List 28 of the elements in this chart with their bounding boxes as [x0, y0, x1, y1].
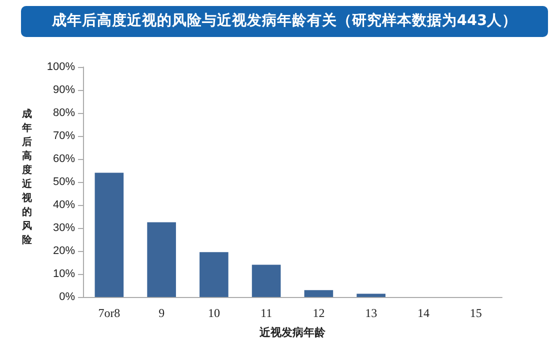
chart-title: 成年后高度近视的风险与近视发病年龄有关（研究样本数据为443人） — [21, 6, 548, 37]
y-tick-label: 10% — [52, 268, 76, 280]
x-tick-label: 15 — [470, 306, 482, 320]
x-tick-label: 9 — [158, 306, 165, 320]
x-tick-label: 12 — [312, 306, 325, 320]
x-tick-label: 7or8 — [98, 306, 120, 320]
bar — [147, 222, 176, 297]
y-tick-label: 30% — [52, 222, 76, 234]
y-tick-label: 20% — [52, 245, 76, 257]
y-tick-label: 50% — [52, 176, 76, 188]
x-tick-label: 10 — [208, 306, 220, 320]
y-tick-label: 100% — [46, 61, 76, 73]
bar — [304, 290, 334, 297]
x-tick-label: 11 — [260, 306, 272, 320]
bar — [356, 294, 386, 297]
x-axis-title: 近视发病年龄 — [258, 326, 326, 339]
y-tick-label: 70% — [52, 130, 76, 142]
y-tick-label: 0% — [59, 291, 76, 303]
y-tick-label: 60% — [52, 153, 76, 165]
y-tick-label: 80% — [52, 107, 76, 119]
text: 成年后高度近视的风险 — [22, 109, 32, 246]
x-tick-label: 14 — [417, 306, 430, 320]
bar — [94, 172, 124, 297]
bar — [200, 252, 228, 297]
x-tick-label: 13 — [365, 306, 378, 320]
bar — [252, 264, 281, 297]
y-tick-label: 90% — [52, 84, 76, 96]
y-tick-label: 40% — [52, 199, 76, 211]
